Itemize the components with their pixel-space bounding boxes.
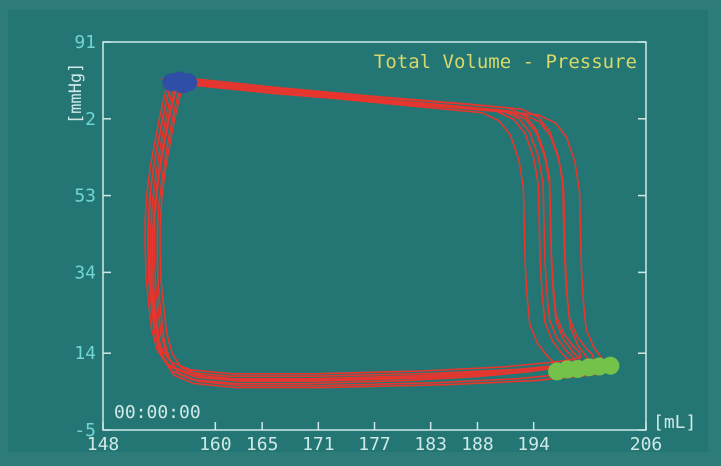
y-tick-label: 53 bbox=[74, 186, 96, 207]
x-axis-label: [mL] bbox=[653, 412, 696, 433]
end-marker bbox=[601, 356, 620, 375]
y-tick-label: 14 bbox=[74, 343, 96, 364]
pv-loop-line bbox=[148, 76, 582, 375]
x-tick-label: 148 bbox=[87, 434, 120, 455]
x-tick-label: 165 bbox=[246, 434, 279, 455]
y-tick-label: 2 bbox=[85, 109, 96, 130]
x-tick-label: 206 bbox=[630, 434, 663, 455]
start-marker bbox=[173, 75, 192, 94]
y-axis-label: [mmHg] bbox=[66, 63, 86, 124]
x-tick-label: 188 bbox=[461, 434, 494, 455]
pv-loop-line bbox=[149, 81, 556, 385]
x-tick-label: 160 bbox=[199, 434, 232, 455]
x-tick-label: 194 bbox=[517, 434, 550, 455]
x-tick-label: 183 bbox=[414, 434, 447, 455]
y-tick-label: 34 bbox=[74, 262, 96, 283]
markers bbox=[162, 71, 620, 381]
inner-background bbox=[8, 10, 708, 452]
elapsed-time: 00:00:00 bbox=[114, 402, 201, 423]
chart-title: Total Volume - Pressure bbox=[374, 51, 637, 73]
x-tick-label: 177 bbox=[358, 434, 391, 455]
y-tick-label: 91 bbox=[74, 32, 96, 53]
x-tick-label: 171 bbox=[302, 434, 335, 455]
axis-ticks: -5 14 34 53 2 91 148 160 165 171 177 183 188 194 206 bbox=[74, 32, 662, 455]
y-tick-label: -5 bbox=[74, 420, 96, 441]
